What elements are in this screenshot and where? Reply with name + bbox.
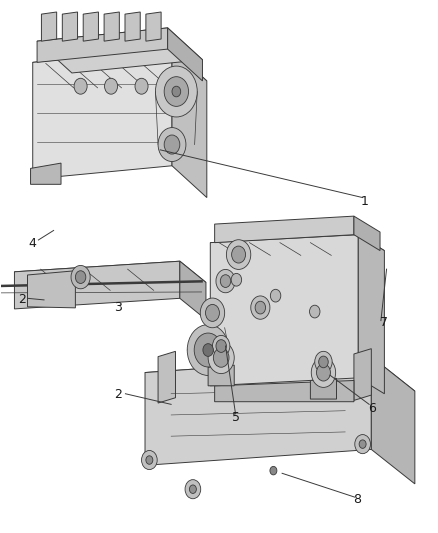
Polygon shape [158, 351, 176, 403]
Polygon shape [358, 235, 385, 394]
Polygon shape [145, 357, 371, 465]
Polygon shape [180, 261, 206, 319]
Polygon shape [210, 235, 358, 386]
Polygon shape [125, 12, 140, 41]
Circle shape [317, 364, 330, 381]
Circle shape [155, 66, 197, 117]
Polygon shape [14, 261, 180, 309]
Circle shape [213, 348, 229, 367]
Polygon shape [37, 28, 168, 62]
Circle shape [208, 342, 234, 374]
Circle shape [359, 440, 366, 448]
Polygon shape [37, 28, 202, 73]
Text: 8: 8 [353, 494, 361, 506]
Circle shape [315, 351, 332, 373]
Polygon shape [33, 49, 207, 94]
Polygon shape [208, 365, 234, 386]
Circle shape [311, 358, 336, 387]
Polygon shape [83, 12, 99, 41]
Text: 5: 5 [232, 411, 240, 424]
Polygon shape [354, 349, 371, 400]
Circle shape [141, 450, 157, 470]
Circle shape [164, 135, 180, 154]
Text: 3: 3 [114, 301, 122, 314]
Text: 4: 4 [29, 237, 37, 250]
Polygon shape [31, 163, 61, 184]
Circle shape [203, 344, 213, 357]
Circle shape [226, 240, 251, 269]
Polygon shape [146, 12, 161, 41]
Circle shape [135, 78, 148, 94]
Circle shape [200, 298, 225, 328]
Polygon shape [311, 378, 336, 399]
Circle shape [205, 304, 219, 321]
Circle shape [255, 301, 265, 314]
Circle shape [158, 127, 186, 161]
Circle shape [231, 273, 242, 286]
Circle shape [194, 333, 222, 367]
Polygon shape [210, 235, 385, 259]
Text: 2: 2 [114, 389, 122, 401]
Polygon shape [14, 261, 206, 293]
Circle shape [146, 456, 153, 464]
Circle shape [216, 269, 235, 293]
Polygon shape [42, 12, 57, 41]
Circle shape [232, 246, 246, 263]
Circle shape [74, 78, 87, 94]
Circle shape [251, 296, 270, 319]
Text: 7: 7 [379, 316, 388, 329]
Polygon shape [172, 49, 207, 198]
Polygon shape [168, 28, 202, 81]
Circle shape [310, 305, 320, 318]
Circle shape [164, 77, 188, 107]
Circle shape [270, 466, 277, 475]
Text: 6: 6 [368, 401, 376, 415]
Circle shape [75, 271, 86, 284]
Polygon shape [104, 12, 119, 41]
Circle shape [220, 274, 231, 287]
Circle shape [189, 485, 196, 494]
Polygon shape [371, 357, 415, 484]
Polygon shape [145, 357, 415, 407]
Polygon shape [33, 49, 172, 179]
Polygon shape [28, 271, 75, 308]
Circle shape [185, 480, 201, 499]
Circle shape [105, 78, 117, 94]
Circle shape [216, 340, 226, 352]
Text: 2: 2 [18, 293, 26, 306]
Circle shape [355, 434, 371, 454]
Polygon shape [215, 381, 354, 402]
Polygon shape [354, 216, 380, 251]
Circle shape [71, 265, 90, 289]
Polygon shape [62, 12, 78, 41]
Circle shape [270, 289, 281, 302]
Circle shape [172, 86, 181, 97]
Circle shape [212, 335, 230, 357]
Circle shape [187, 325, 229, 375]
Polygon shape [215, 216, 354, 243]
Text: 1: 1 [361, 195, 369, 208]
Circle shape [319, 356, 328, 368]
